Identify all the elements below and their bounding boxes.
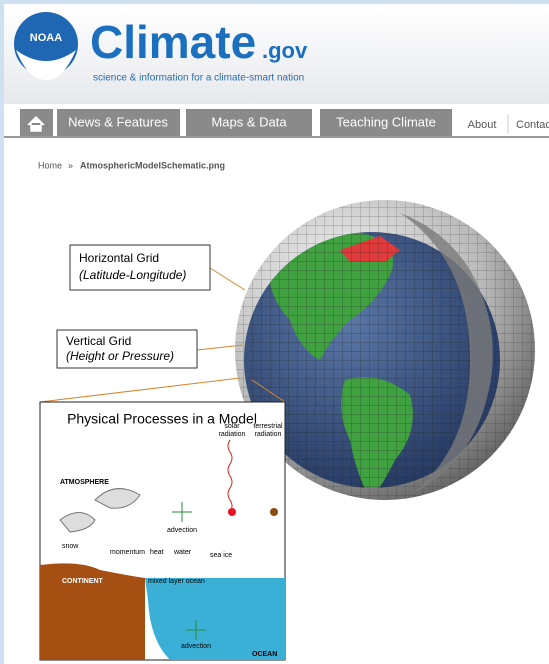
- inset-label: advection: [181, 643, 211, 650]
- inset-label: ATMOSPHERE: [60, 479, 109, 486]
- solar-arrow: [227, 439, 233, 513]
- continent: [40, 563, 145, 660]
- callout-title: Horizontal Grid: [79, 251, 159, 265]
- header-bg: [4, 4, 549, 104]
- breadcrumb-home[interactable]: Home: [38, 160, 62, 170]
- inset-label: solar: [224, 423, 240, 430]
- callout-subtitle: (Height or Pressure): [66, 349, 174, 363]
- site-suffix: .gov: [262, 38, 308, 63]
- callout-title: Vertical Grid: [66, 334, 131, 348]
- callout-subtitle: (Latitude-Longitude): [79, 268, 186, 282]
- inset-label: water: [173, 549, 192, 556]
- nav-label: News & Features: [68, 114, 168, 129]
- clouds: [59, 488, 141, 533]
- logo-wave: [16, 50, 76, 81]
- nav: News & Features Maps & Data Teaching Cli…: [4, 109, 549, 138]
- breadcrumb-current: AtmosphericModelSchematic.png: [80, 160, 225, 170]
- callout-box: [56, 329, 198, 369]
- callout-box: [69, 244, 211, 291]
- inset-label: snow: [62, 543, 79, 550]
- home-icon: [27, 115, 45, 132]
- breadcrumb-separator: »: [68, 160, 73, 170]
- nav-tab[interactable]: [57, 109, 180, 136]
- advection-arrows: [172, 502, 206, 640]
- inset-label: momentum: [110, 549, 145, 556]
- inset-label: radiation: [219, 431, 246, 438]
- tagline: science & information for a climate-smar…: [93, 73, 304, 84]
- site-name[interactable]: Climate: [90, 16, 256, 68]
- inset-label: sea ice: [210, 552, 232, 559]
- inset-label: mixed layer ocean: [148, 578, 205, 585]
- leader: [39, 377, 241, 403]
- inset-label: terrestrial: [253, 423, 283, 430]
- leader: [209, 267, 246, 291]
- callouts: Horizontal Grid (Latitude-Longitude) Ver…: [39, 244, 286, 403]
- inset-label: radiation: [255, 431, 282, 438]
- inset-label: CONTINENT: [62, 578, 104, 585]
- nav-label[interactable]: Contac: [516, 119, 549, 131]
- logo[interactable]: NOAA: [14, 12, 78, 81]
- inset-label: heat: [150, 549, 164, 556]
- breadcrumb: Home » AtmosphericModelSchematic.png: [38, 160, 225, 170]
- nav-label[interactable]: About: [468, 119, 497, 131]
- inset: Physical Processes in a Model solar radi…: [39, 401, 286, 661]
- cutaway: [400, 213, 493, 495]
- nav-tab[interactable]: [186, 109, 312, 136]
- nav-tab[interactable]: [320, 109, 452, 136]
- inset-label: advection: [167, 527, 197, 534]
- logo-text: NOAA: [30, 32, 62, 44]
- sun-dot: [228, 508, 236, 516]
- leader: [196, 344, 244, 351]
- inset-labels: solar radiation terrestrial radiation AT…: [60, 423, 283, 658]
- nav-label: Teaching Climate: [336, 114, 436, 129]
- inset-label: OCEAN: [252, 651, 277, 658]
- nav-label: Maps & Data: [211, 114, 287, 129]
- globe: [235, 200, 535, 500]
- inset-title: Physical Processes in a Model: [67, 411, 257, 427]
- earth-dot: [270, 508, 278, 516]
- ocean: [145, 578, 285, 660]
- leader: [251, 379, 286, 403]
